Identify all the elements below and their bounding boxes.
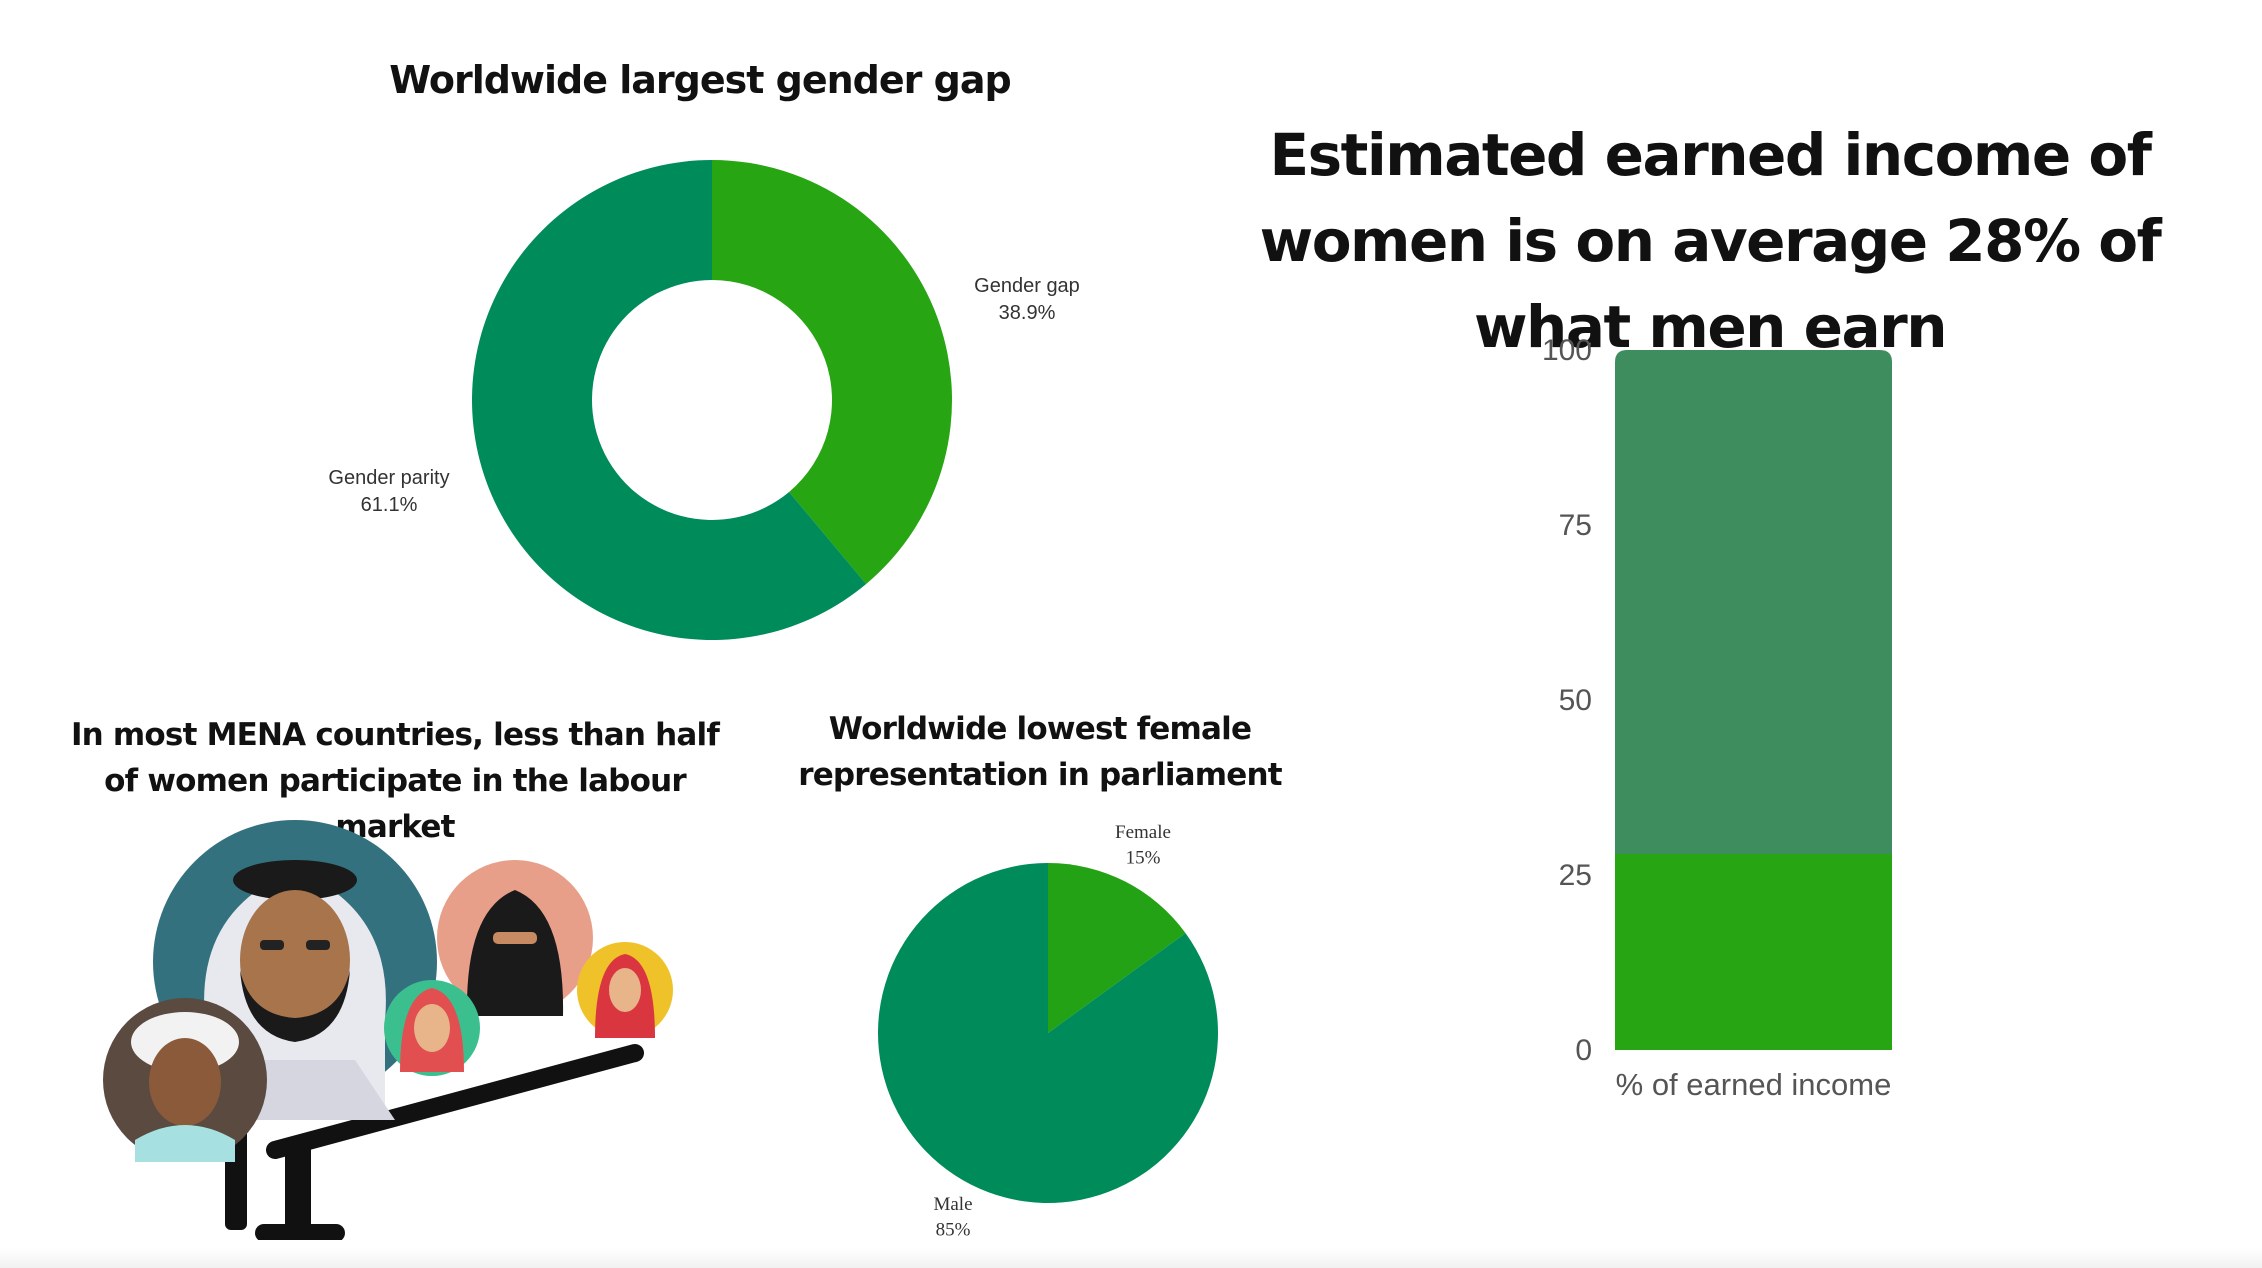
income-chart-title: Estimated earned income of women is on a… <box>1259 121 2162 361</box>
donut-label-gender-gap: Gender gap 38.9% <box>974 275 1080 324</box>
parliament-chart-title: Worldwide lowest female representation i… <box>798 711 1282 793</box>
bottom-fade <box>0 1248 2262 1268</box>
donut-slice-gender-parity <box>471 160 867 640</box>
donut-slice-gender-gap <box>712 160 952 584</box>
y-tick-100: 100 <box>1542 334 1592 367</box>
y-tick-50: 50 <box>1559 684 1592 717</box>
pie-slice-male <box>878 863 1219 1203</box>
seesaw-people-icon <box>103 820 673 1240</box>
y-tick-0: 0 <box>1575 1034 1592 1067</box>
pie-label-female: Female 15% <box>1115 822 1171 869</box>
labour-market-title: In most MENA countries, less than half o… <box>70 717 720 845</box>
pie-slice-female <box>1048 863 1186 1033</box>
bar-segment-1 <box>1615 854 1892 1050</box>
donut-chart-title: Worldwide largest gender gap <box>389 58 1011 102</box>
donut-label-gender-parity: Gender parity 61.1% <box>328 467 449 516</box>
bar-segment-2 <box>1615 350 1892 854</box>
y-tick-75: 75 <box>1559 509 1592 542</box>
y-tick-25: 25 <box>1559 859 1592 892</box>
pie-label-male: Male 85% <box>933 1194 972 1241</box>
x-category-label: % of earned income <box>1616 1067 1892 1102</box>
